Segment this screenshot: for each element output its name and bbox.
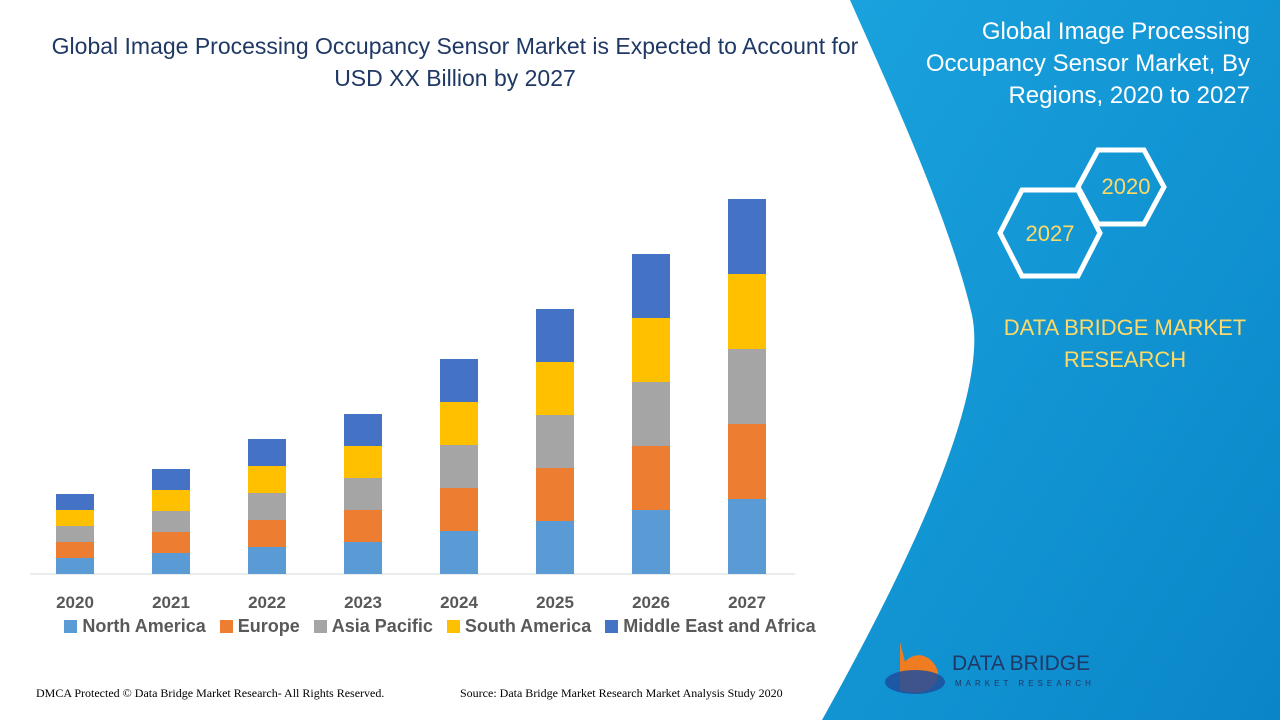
- bar-segment: [536, 362, 574, 415]
- bar-segment: [440, 445, 478, 488]
- bar-segment: [632, 382, 670, 446]
- x-tick-label: 2027: [728, 593, 766, 612]
- hexagon: [997, 187, 1103, 279]
- legend-item: South America: [446, 616, 592, 637]
- bar-segment: [344, 446, 382, 478]
- dmca: DMCA Protected © Data Bridge Market Rese…: [36, 686, 385, 700]
- bar-segment: [440, 488, 478, 531]
- bar-segment: [248, 547, 286, 574]
- brand: DATA BRIDGE MARKET RESEARCH: [1003, 315, 1247, 372]
- bar-segment: [152, 511, 190, 532]
- x-tick-label: 2025: [536, 593, 574, 612]
- bar-segment: [152, 490, 190, 511]
- legend-item: Europe: [219, 616, 300, 637]
- bar-segment: [56, 526, 94, 542]
- bar-segment: [728, 199, 766, 274]
- legend-label: North America: [82, 616, 206, 636]
- bar-segment: [248, 466, 286, 493]
- logo-tagline: MARKET RESEARCH: [955, 679, 1095, 688]
- bar-segment: [344, 510, 382, 542]
- bar-segment: [536, 415, 574, 468]
- x-tick-label: 2022: [248, 593, 286, 612]
- bar-segment: [152, 532, 190, 553]
- legend-label: Middle East and Africa: [623, 616, 816, 636]
- bar-segment: [248, 520, 286, 547]
- bar-segment: [440, 531, 478, 574]
- x-tick-label: 2024: [440, 593, 478, 612]
- bar-segment: [344, 478, 382, 510]
- legend-label: South America: [464, 616, 592, 636]
- logo: DATA BRIDGE MARKET RESEARCH: [885, 642, 1095, 694]
- bar-segment: [632, 446, 670, 510]
- x-tick-label: 2021: [152, 593, 190, 612]
- bar-segment: [56, 542, 94, 558]
- bar-segment: [248, 439, 286, 466]
- legend-swatch: [219, 620, 233, 633]
- bar-segment: [56, 494, 94, 510]
- blue-panel: [822, 0, 1280, 720]
- legend-label: Europe: [237, 616, 300, 636]
- legend-item: North America: [64, 616, 206, 637]
- legend-swatch: [605, 620, 619, 633]
- legend-swatch: [313, 620, 327, 633]
- bar-segment: [536, 521, 574, 574]
- bar-segment: [728, 274, 766, 349]
- legend-swatch: [64, 620, 78, 633]
- bar-segment: [152, 469, 190, 490]
- bar-segment: [728, 424, 766, 499]
- source: Source: Data Bridge Market Research Mark…: [460, 686, 783, 700]
- bar-segment: [728, 349, 766, 424]
- bar-segment: [440, 359, 478, 402]
- bar-segment: [632, 318, 670, 382]
- panel-title: Global Image Processing Occupancy Sensor…: [925, 18, 1250, 109]
- bar-segment: [632, 510, 670, 574]
- bar-segment: [632, 254, 670, 318]
- bar-segment: [56, 510, 94, 526]
- chart-title: Global Image Processing Occupancy Sensor…: [51, 33, 859, 91]
- hex-label: 2020: [1102, 174, 1151, 199]
- hexagon: [1075, 147, 1167, 227]
- bar-segment: [152, 553, 190, 574]
- bar-segment: [56, 558, 94, 574]
- bar-segment: [440, 402, 478, 445]
- bar-segment: [248, 493, 286, 520]
- bar-segment: [536, 309, 574, 362]
- x-tick-label: 2026: [632, 593, 670, 612]
- legend: North America Europe Asia Pacific South Ame…: [40, 616, 840, 637]
- legend-swatch: [446, 620, 460, 633]
- bar-segment: [536, 468, 574, 521]
- x-tick-label: 2023: [344, 593, 382, 612]
- logo-text: DATA BRIDGE: [952, 652, 1090, 675]
- bar-segment: [344, 414, 382, 446]
- legend-item: Middle East and Africa: [605, 616, 816, 637]
- x-tick-label: 2020: [56, 593, 94, 612]
- legend-item: Asia Pacific: [313, 616, 433, 637]
- hex-label: 2027: [1026, 221, 1075, 246]
- plot: 2020 2021 2022 2023 2024 2025 2026 2027: [56, 199, 766, 612]
- legend-label: Asia Pacific: [331, 616, 433, 636]
- bar-segment: [728, 499, 766, 574]
- bar-segment: [344, 542, 382, 574]
